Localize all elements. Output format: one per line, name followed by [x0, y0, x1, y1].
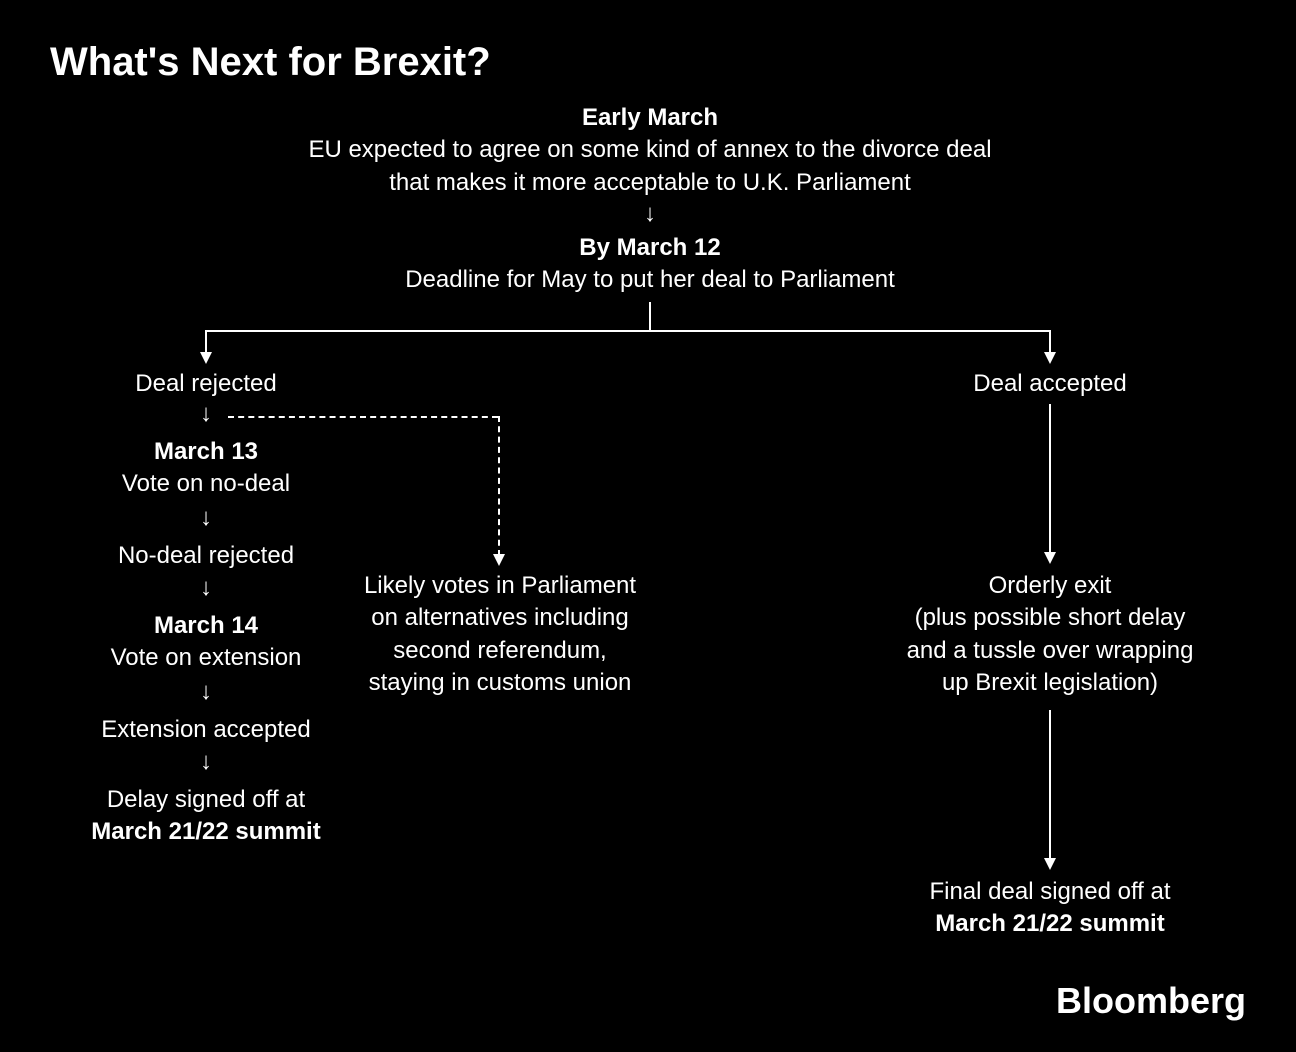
node-march-13: March 13 Vote on no-deal: [86, 436, 326, 501]
node-body: EU expected to agree on some kind of ann…: [308, 136, 991, 195]
node-delay-signed-off: Delay signed off at March 21/22 summit: [46, 784, 366, 849]
arrow-icon: ↓: [200, 748, 212, 776]
node-heading: March 13: [154, 438, 258, 465]
node-body: Deal rejected: [135, 370, 276, 397]
node-early-march: Early March EU expected to agree on some…: [290, 102, 1010, 199]
connector-line: [649, 302, 651, 332]
connector-line: [1049, 710, 1051, 860]
arrow-icon: ↓: [200, 574, 212, 602]
node-body: Deal accepted: [973, 370, 1126, 397]
node-body: Extension accepted: [101, 716, 310, 743]
node-heading: Early March: [582, 104, 718, 131]
node-prefix: Final deal signed off at: [929, 878, 1170, 905]
node-extension-accepted: Extension accepted: [66, 714, 346, 746]
connector-line: [205, 330, 207, 354]
arrowhead-icon: [200, 352, 212, 364]
node-body: Vote on no-deal: [122, 470, 290, 497]
arrow-icon: ↓: [200, 678, 212, 706]
arrow-icon: ↓: [200, 400, 212, 428]
node-bold-text: March 21/22 summit: [935, 910, 1164, 937]
arrowhead-icon: [1044, 858, 1056, 870]
arrowhead-icon: [493, 554, 505, 566]
arrowhead-icon: [1044, 552, 1056, 564]
connector-line: [1049, 330, 1051, 354]
node-deal-accepted: Deal accepted: [950, 368, 1150, 400]
node-heading: By March 12: [579, 234, 720, 261]
node-body: Likely votes in Parliamenton alternative…: [364, 572, 636, 696]
node-deal-rejected: Deal rejected: [106, 368, 306, 400]
node-body: No-deal rejected: [118, 542, 294, 569]
node-by-march-12: By March 12 Deadline for May to put her …: [290, 232, 1010, 297]
node-no-deal-rejected: No-deal rejected: [86, 540, 326, 572]
attribution: Bloomberg: [1056, 980, 1246, 1022]
connector-line: [205, 330, 1051, 332]
node-likely-votes: Likely votes in Parliamenton alternative…: [340, 570, 660, 700]
node-prefix: Delay signed off at: [107, 786, 305, 813]
arrow-icon: ↓: [200, 504, 212, 532]
node-march-14: March 14 Vote on extension: [86, 610, 326, 675]
node-body: Vote on extension: [111, 644, 302, 671]
connector-line: [1049, 404, 1051, 554]
arrow-icon: ↓: [644, 200, 656, 228]
node-final-deal-signed-off: Final deal signed off at March 21/22 sum…: [890, 876, 1210, 941]
dashed-connector: [228, 416, 498, 418]
node-body: Orderly exit(plus possible short delayan…: [907, 572, 1194, 696]
node-body: Deadline for May to put her deal to Parl…: [405, 266, 895, 293]
page-title: What's Next for Brexit?: [50, 40, 1246, 85]
arrowhead-icon: [1044, 352, 1056, 364]
dashed-connector: [498, 416, 500, 556]
node-orderly-exit: Orderly exit(plus possible short delayan…: [890, 570, 1210, 700]
node-bold-text: March 21/22 summit: [91, 818, 320, 845]
node-heading: March 14: [154, 612, 258, 639]
